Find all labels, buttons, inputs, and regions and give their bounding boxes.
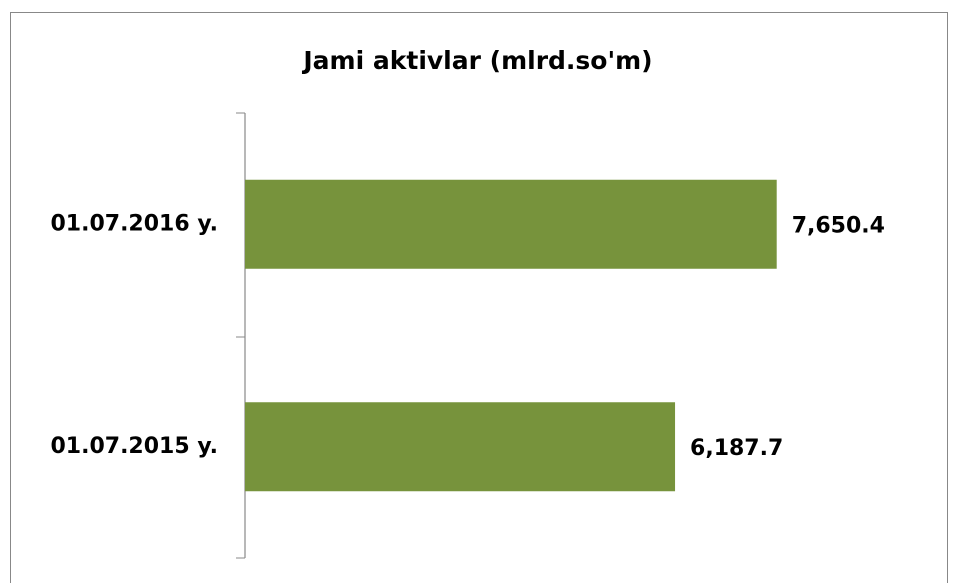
y-tick-label: 01.07.2015 y. xyxy=(50,434,218,459)
chart-title: Jami aktivlar (mlrd.so'm) xyxy=(301,46,652,75)
data-label: 6,187.7 xyxy=(690,436,783,461)
data-label: 7,650.4 xyxy=(792,213,885,238)
y-tick-label: 01.07.2016 y. xyxy=(50,211,218,236)
bar xyxy=(245,179,777,269)
bar xyxy=(245,402,676,492)
chart-border xyxy=(10,12,948,583)
